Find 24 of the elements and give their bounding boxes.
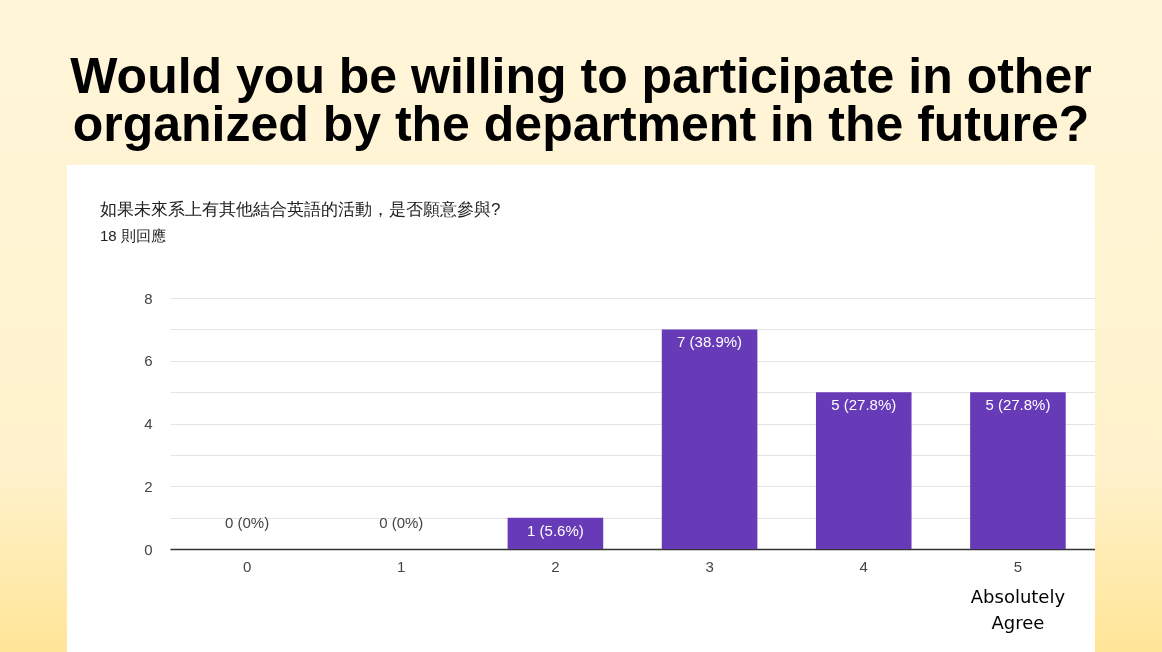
data-label: 5 (27.8%) bbox=[985, 396, 1051, 414]
data-label: 7 (38.9%) bbox=[677, 333, 743, 351]
y-tick-label: 2 bbox=[144, 477, 153, 495]
chart-title: Would you be willing to participate in other organized by the department in the future? bbox=[69, 48, 1093, 152]
x-tick-label: 4 bbox=[859, 557, 868, 575]
text: Absolutely Agree bbox=[970, 586, 1066, 633]
bar bbox=[815, 392, 912, 549]
bar bbox=[661, 329, 758, 549]
y-tick-label: 4 bbox=[144, 415, 153, 432]
data-label: 0 (0%) bbox=[379, 514, 424, 531]
x-tick-label: 0 bbox=[242, 557, 252, 575]
y-tick-label: 8 bbox=[144, 289, 153, 307]
y-tick-label: 0 bbox=[144, 540, 153, 558]
data-label: 0 (0%) bbox=[224, 514, 270, 531]
chart-subtitle: 如果未來系上有其他結合英語的活動，是否願意參與? bbox=[100, 200, 501, 219]
bar bbox=[970, 392, 1066, 549]
x-tick-label: 1 bbox=[397, 557, 406, 575]
y-tick-label: 6 bbox=[144, 352, 153, 370]
data-label: 1 (5.6%) bbox=[527, 521, 584, 539]
data-label: 5 (27.8%) bbox=[831, 396, 897, 414]
x-tick-label: 5 bbox=[1013, 557, 1023, 575]
text: 18 則回應 bbox=[100, 227, 166, 244]
x-tick-label: 2 bbox=[551, 557, 560, 575]
x-tick-label: 3 bbox=[705, 557, 714, 575]
